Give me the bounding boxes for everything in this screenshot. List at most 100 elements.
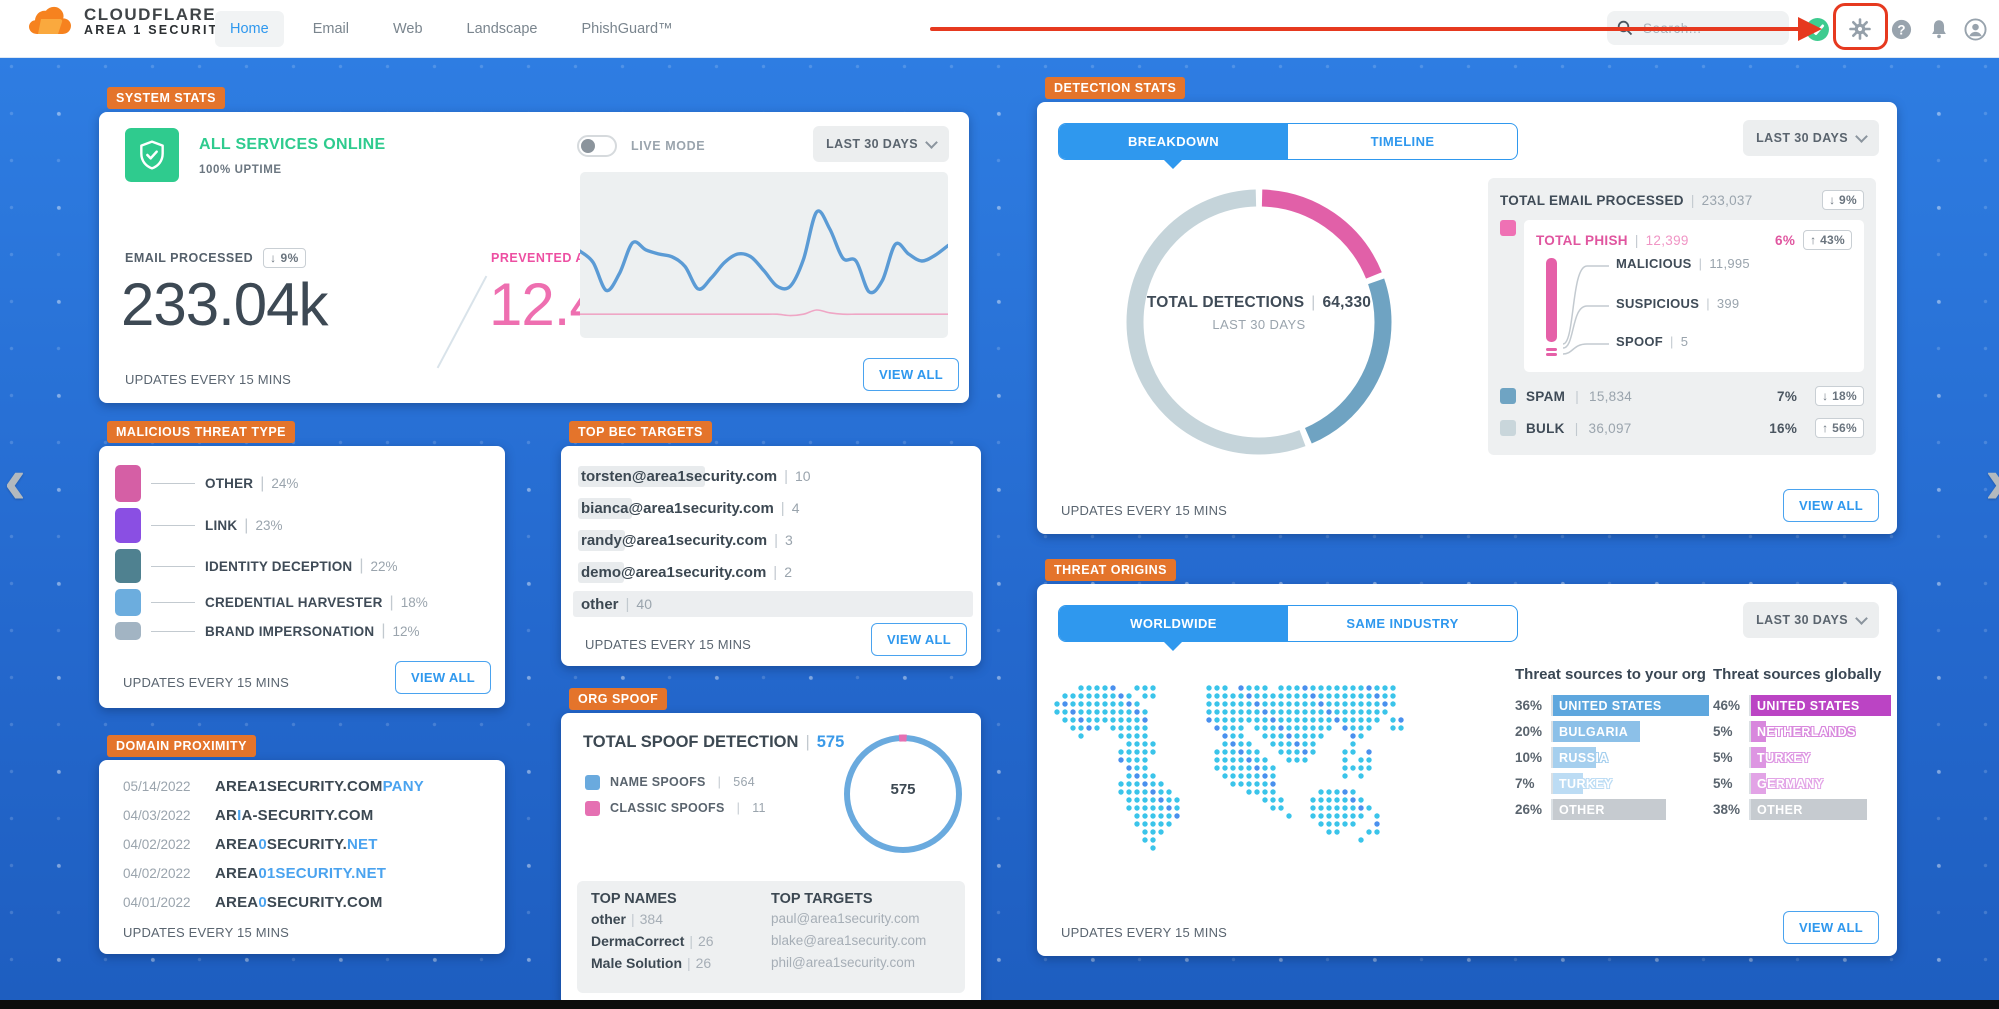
top-name-count: 384: [639, 911, 663, 927]
threat-source-bar: UNITED STATES: [1553, 695, 1709, 716]
world-dot-map: [1054, 685, 1404, 851]
domain-row[interactable]: 05/14/2022 AREA1SECURITY.COMPANY: [123, 778, 489, 807]
notifications-bell-icon[interactable]: [1926, 16, 1952, 42]
threat-type-color-block: [115, 465, 141, 502]
threat-source-country-label: UNITED STATES: [1559, 698, 1662, 713]
tab-timeline[interactable]: TIMELINE: [1370, 134, 1435, 149]
phish-child-row: MALICIOUS | 11,995: [1616, 256, 1750, 271]
settings-gear-icon[interactable]: [1847, 16, 1873, 42]
separator: |: [260, 474, 265, 492]
carousel-left-chevron[interactable]: ‹: [4, 443, 26, 517]
toggle-knob: [581, 139, 595, 153]
threat-type-row[interactable]: IDENTITY DECEPTION | 22%: [115, 548, 493, 584]
threat-source-bar: BULGARIA: [1553, 721, 1640, 742]
org-spoof-card: ORG SPOOF TOTAL SPOOF DETECTION | 575 NAME…: [561, 688, 981, 1007]
threat-type-color-block: [115, 549, 141, 583]
email-breakdown-panel: TOTAL EMAIL PROCESSED | 233,037 ↓ 9% TOT…: [1488, 178, 1876, 455]
spam-swatch: [1500, 388, 1516, 404]
threat-source-pct: 38%: [1713, 802, 1741, 817]
tab-worldwide[interactable]: WORLDWIDE: [1059, 606, 1288, 641]
user-account-icon[interactable]: [1962, 16, 1988, 42]
spoof-legend: NAME SPOOFS | 564 CLASSIC SPOOFS | 11: [585, 769, 766, 821]
services-status-text: ALL SERVICES ONLINE: [199, 136, 386, 153]
tab-breakdown[interactable]: BREAKDOWN: [1059, 124, 1288, 159]
threat-type-updates-text: UPDATES EVERY 15 MINS: [123, 675, 290, 690]
bulk-delta-badge: ↑ 56%: [1815, 418, 1864, 438]
system-range-dropdown[interactable]: LAST 30 DAYS: [813, 126, 949, 162]
bec-email: other: [581, 595, 619, 613]
connector-line: [151, 602, 195, 603]
threat-source-country-label: NETHERLANDS: [1757, 724, 1856, 739]
threat-type-label: IDENTITY DECEPTION: [205, 558, 353, 574]
domain-row[interactable]: 04/02/2022 AREA01SECURITY.NET: [123, 865, 489, 894]
separator: |: [774, 531, 779, 549]
domain-segment: SECURITY.COM: [266, 894, 383, 911]
detection-range-label: LAST 30 DAYS: [1756, 131, 1848, 145]
donut-center-value: 64,330: [1322, 294, 1372, 311]
system-view-all-button[interactable]: VIEW ALL: [862, 358, 959, 391]
threat-type-view-all-button[interactable]: VIEW ALL: [394, 661, 491, 694]
threat-type-row[interactable]: LINK | 23%: [115, 507, 493, 544]
threat-type-pct: 24%: [271, 476, 299, 491]
separator: |: [359, 557, 364, 574]
threat-source-bar: NETHERLANDS: [1751, 721, 1855, 742]
nav-item-web[interactable]: Web: [392, 20, 423, 37]
domain-proximity-rows: 05/14/2022 AREA1SECURITY.COMPANY 04/03/202…: [123, 778, 489, 923]
bec-target-row[interactable]: bianca@area1security.com | 4: [578, 492, 965, 524]
tab-sameindustry[interactable]: SAME INDUSTRY: [1346, 616, 1459, 631]
threat-source-bar-zone: TURKEY: [1749, 747, 1891, 768]
threat-source-country-label: OTHER: [1559, 802, 1605, 817]
bec-view-all-button[interactable]: VIEW ALL: [870, 623, 967, 656]
threat-source-row: 26% OTHER: [1515, 799, 1711, 820]
domain-row[interactable]: 04/02/2022 AREA0SECURITY.NET: [123, 836, 489, 865]
threat-type-row[interactable]: OTHER | 24%: [115, 464, 493, 503]
threat-source-country-label: RUSSIA: [1559, 750, 1609, 765]
threat-type-pct: 18%: [400, 595, 428, 610]
threat-type-color-block: [115, 589, 141, 616]
annotation-arrow-line: [930, 27, 1802, 31]
active-tab-caret: [1164, 642, 1182, 651]
brand-logo[interactable]: CLOUDFLARE AREA 1 SECURITY: [28, 6, 229, 37]
threat-source-row: 36% UNITED STATES: [1515, 695, 1711, 716]
origins-range-dropdown[interactable]: LAST 30 DAYS: [1743, 602, 1879, 638]
spoof-title-value: 575: [816, 733, 845, 751]
bec-email-rest: @area1security.com: [621, 563, 767, 581]
separator: |: [1698, 256, 1703, 271]
threat-source-country-label: BULGARIA: [1559, 724, 1629, 739]
nav-item-landscape[interactable]: Landscape: [466, 20, 538, 37]
bec-target-row[interactable]: randy@area1security.com | 3: [578, 524, 965, 556]
nav-item-phishguard[interactable]: PhishGuard™: [581, 20, 673, 37]
nav-item-home[interactable]: Home: [215, 10, 284, 47]
bec-targets-tag: TOP BEC TARGETS: [569, 421, 712, 443]
brand-line2: AREA 1 SECURITY: [84, 22, 230, 37]
carousel-right-chevron[interactable]: ›: [1985, 447, 1999, 513]
threat-type-row[interactable]: BRAND IMPERSONATION | 12%: [115, 621, 493, 641]
email-processed-value: 233.04k: [121, 271, 329, 338]
bec-target-row[interactable]: torsten@area1security.com | 10: [578, 460, 965, 492]
threat-source-row: 7% TURKEY: [1515, 773, 1711, 794]
threat-type-color-block: [115, 508, 141, 543]
detection-view-all-button[interactable]: VIEW ALL: [1782, 489, 1879, 522]
phish-child-row: SPOOF | 5: [1616, 334, 1688, 349]
threat-type-label: LINK: [205, 518, 238, 533]
bec-target-row[interactable]: demo@area1security.com | 2: [578, 556, 965, 588]
domain-segment: PANY: [382, 778, 424, 795]
system-updates-text: UPDATES EVERY 15 MINS: [125, 372, 292, 387]
bec-target-row[interactable]: other | 40: [573, 591, 973, 617]
threat-source-bar-zone: OTHER: [1551, 799, 1711, 820]
detection-range-dropdown[interactable]: LAST 30 DAYS: [1743, 120, 1879, 156]
nav-item-email[interactable]: Email: [312, 20, 349, 37]
origins-updates-text: UPDATES EVERY 15 MINS: [1061, 925, 1228, 940]
domain-row[interactable]: 04/01/2022 AREA0SECURITY.COM: [123, 894, 489, 923]
email-processed-label: EMAIL PROCESSED: [125, 251, 254, 265]
separator: |: [736, 801, 741, 815]
live-mode-toggle[interactable]: [577, 135, 617, 157]
domain-row[interactable]: 04/03/2022 ARIA-SECURITY.COM: [123, 807, 489, 836]
threat-type-row[interactable]: CREDENTIAL HARVESTER | 18%: [115, 588, 493, 617]
domain-date: 04/02/2022: [123, 837, 191, 852]
help-icon[interactable]: ?: [1888, 16, 1914, 42]
phish-swatch: [1500, 220, 1516, 236]
bulk-pct: 16%: [1769, 420, 1798, 436]
total-email-row: TOTAL EMAIL PROCESSED | 233,037 ↓ 9%: [1500, 190, 1864, 210]
origins-view-all-button[interactable]: VIEW ALL: [1782, 911, 1879, 944]
